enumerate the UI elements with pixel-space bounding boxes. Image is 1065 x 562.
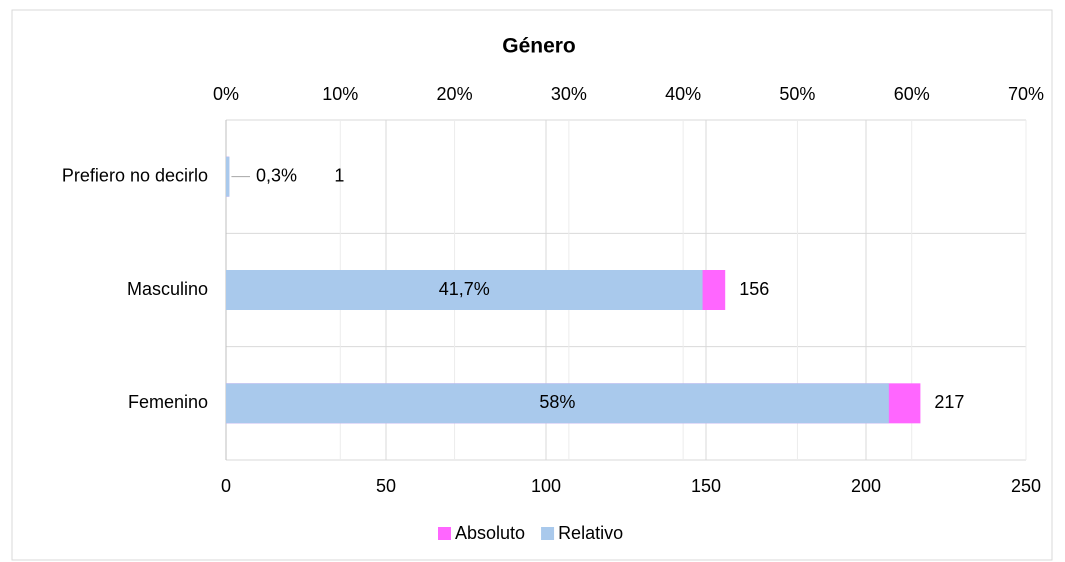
- x2-tick-label: 40%: [665, 84, 701, 104]
- x2-tick-label: 30%: [551, 84, 587, 104]
- legend-label: Relativo: [558, 523, 623, 543]
- y-tick-label: Prefiero no decirlo: [62, 165, 208, 185]
- bar: [226, 270, 703, 310]
- data-label: 41,7%: [439, 279, 490, 299]
- bar: [226, 383, 889, 424]
- data-label: 58%: [539, 392, 575, 412]
- chart-title: Género: [502, 35, 576, 58]
- x-tick-label: 200: [851, 476, 881, 496]
- x2-tick-label: 10%: [322, 84, 358, 104]
- legend-swatch: [438, 527, 451, 540]
- x2-tick-label: 20%: [437, 84, 473, 104]
- y-tick-label: Masculino: [127, 279, 208, 299]
- legend-label: Absoluto: [455, 523, 525, 543]
- x2-tick-label: 60%: [894, 84, 930, 104]
- bar: [226, 156, 230, 197]
- data-label: 0,3%: [256, 165, 297, 185]
- x-tick-label: 50: [376, 476, 396, 496]
- x2-tick-label: 0%: [213, 84, 239, 104]
- y-tick-label: Femenino: [128, 392, 208, 412]
- x-tick-label: 100: [531, 476, 561, 496]
- x-tick-label: 250: [1011, 476, 1041, 496]
- data-label: 156: [739, 279, 769, 299]
- data-label: 217: [934, 392, 964, 412]
- x-tick-label: 0: [221, 476, 231, 496]
- x2-tick-label: 70%: [1008, 84, 1044, 104]
- x2-tick-label: 50%: [779, 84, 815, 104]
- data-label: 1: [334, 165, 344, 185]
- x-tick-label: 150: [691, 476, 721, 496]
- legend-swatch: [541, 527, 555, 540]
